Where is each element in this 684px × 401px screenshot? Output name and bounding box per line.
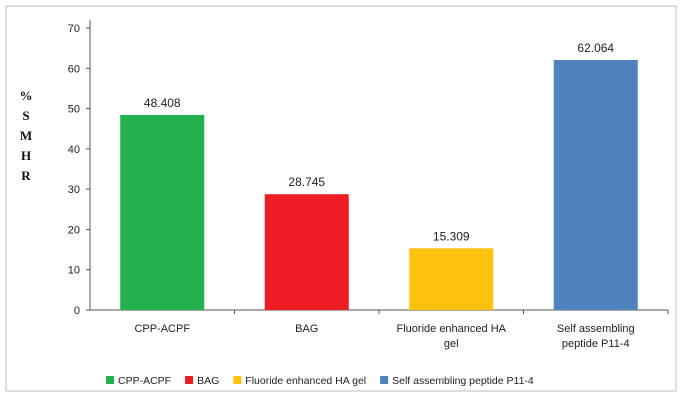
y-tick-label: 70 xyxy=(68,23,80,35)
y-tick-label: 40 xyxy=(68,144,80,156)
legend-label: CPP-ACPF xyxy=(118,375,171,387)
y-axis-title-letter: M xyxy=(20,128,32,143)
legend-label: BAG xyxy=(197,375,219,387)
y-tick-label: 60 xyxy=(68,63,80,75)
legend-swatch xyxy=(380,376,389,384)
legend: CPP-ACPF BAG Fluoride enhanced HA gel Self … xyxy=(106,375,534,387)
bar-value-label: 48.408 xyxy=(144,96,181,110)
bar-value-label: 62.064 xyxy=(577,41,614,55)
x-category-label: Self assembling xyxy=(557,323,635,335)
y-axis-title-letter: H xyxy=(21,148,31,163)
bar-value-label: 28.745 xyxy=(288,175,325,189)
bar-value-label: 15.309 xyxy=(433,229,470,243)
legend-label: Self assembling peptide P11-4 xyxy=(392,375,534,387)
y-axis-title-letter: R xyxy=(21,168,31,183)
x-category-label: BAG xyxy=(295,323,318,335)
bars xyxy=(120,59,638,311)
bar xyxy=(264,194,349,310)
bar xyxy=(409,248,494,310)
y-tick-label: 20 xyxy=(68,224,80,236)
y-axis: 0 10 20 30 40 50 60 70 xyxy=(68,20,91,317)
bar xyxy=(553,59,638,311)
y-tick-label: 30 xyxy=(68,184,80,196)
legend-swatch xyxy=(233,376,242,384)
x-category-label: Fluoride enhanced HA xyxy=(397,323,507,335)
x-category-label: peptide P11-4 xyxy=(562,338,630,350)
legend-swatch xyxy=(106,376,114,384)
legend-label: Fluoride enhanced HA gel xyxy=(245,375,366,387)
y-axis-title-letter: S xyxy=(22,108,29,123)
x-category-label: CPP-ACPF xyxy=(134,323,190,335)
y-tick-label: 0 xyxy=(74,305,80,317)
y-tick-label: 50 xyxy=(68,104,80,116)
bar xyxy=(120,114,205,310)
y-axis-title-letter: % xyxy=(20,88,33,103)
legend-swatch xyxy=(185,376,194,384)
x-category-label: gel xyxy=(444,338,459,350)
y-tick-label: 10 xyxy=(68,265,80,277)
category-labels: CPP-ACPF BAG Fluoride enhanced HA gel Self a… xyxy=(134,323,634,350)
data-labels: 48.408 28.745 15.309 62.064 xyxy=(144,41,615,243)
